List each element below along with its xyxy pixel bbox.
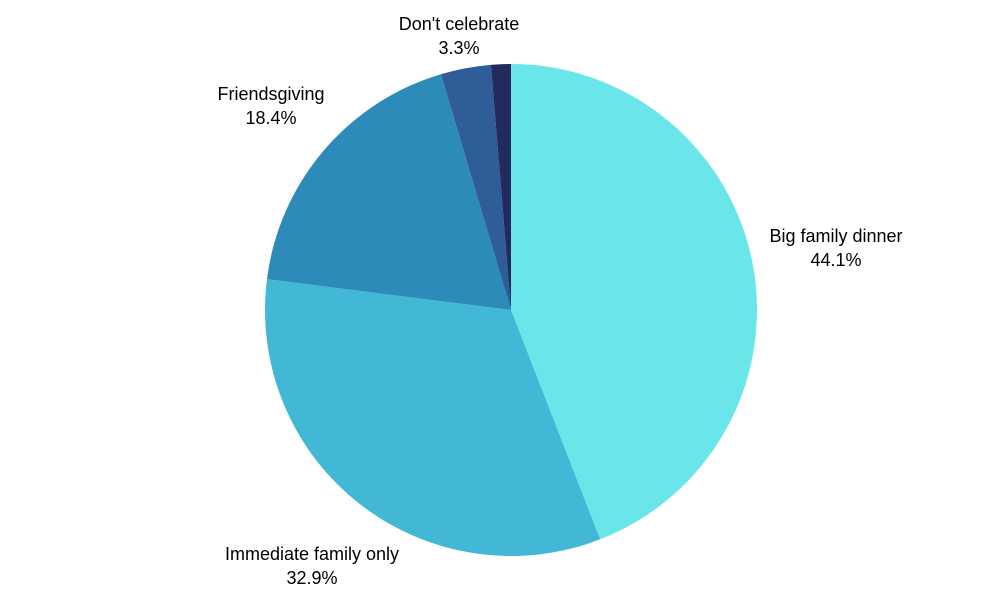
slice-label-big-family-dinner: Big family dinner: [769, 226, 902, 246]
pie-slice-big-family-dinner: [511, 64, 758, 540]
pie-slice-unlabeled: [490, 64, 511, 310]
pie-slice-don-t-celebrate: [440, 64, 511, 310]
slice-label-don-t-celebrate: Don't celebrate: [399, 14, 520, 34]
pie-slices: [265, 64, 758, 557]
slice-value-immediate-family-only: 32.9%: [286, 568, 337, 588]
pie-labels: Big family dinner 44.1% Immediate family o…: [217, 14, 902, 588]
pie-slice-immediate-family-only: [265, 279, 601, 557]
slice-value-big-family-dinner: 44.1%: [810, 250, 861, 270]
pie-slice-friendsgiving: [266, 74, 511, 310]
slice-label-immediate-family-only: Immediate family only: [225, 544, 399, 564]
slice-value-don-t-celebrate: 3.3%: [438, 38, 479, 58]
slice-label-friendsgiving: Friendsgiving: [217, 84, 324, 104]
slice-value-friendsgiving: 18.4%: [245, 108, 296, 128]
